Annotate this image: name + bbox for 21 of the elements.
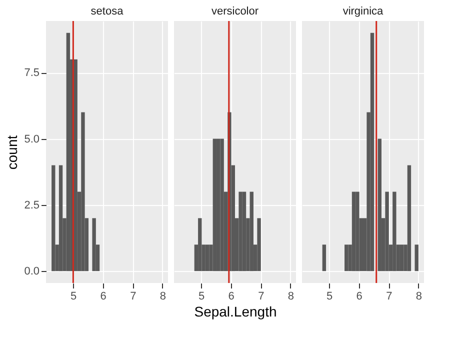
x-tick-label: 5 [198,290,205,302]
y-tick-label: 7.5 [24,67,40,80]
x-tick-label: 8 [288,290,294,302]
y-tick-label: 0.0 [24,266,40,278]
x-tick-label: 7 [130,290,136,302]
x-tick-label: 8 [416,290,422,302]
x-axis-title: Sepal.Length [194,304,277,320]
x-tick-label: 7 [386,290,392,302]
chart-title: versicolor [211,5,259,18]
x-tick-label: 7 [258,290,264,302]
x-tick-label: 6 [228,290,234,302]
x-tick-label: 5 [326,290,333,302]
y-axis-title: count [4,135,20,170]
y-tick-label: 2.5 [24,199,40,212]
y-tick-label: 5.0 [24,133,40,146]
chart-title: virginica [342,5,384,18]
x-tick-label: 6 [100,290,106,302]
x-tick-label: 6 [356,290,362,302]
x-tick-label: 8 [160,290,166,302]
x-tick-label: 5 [70,290,77,302]
chart-title: setosa [90,5,124,18]
